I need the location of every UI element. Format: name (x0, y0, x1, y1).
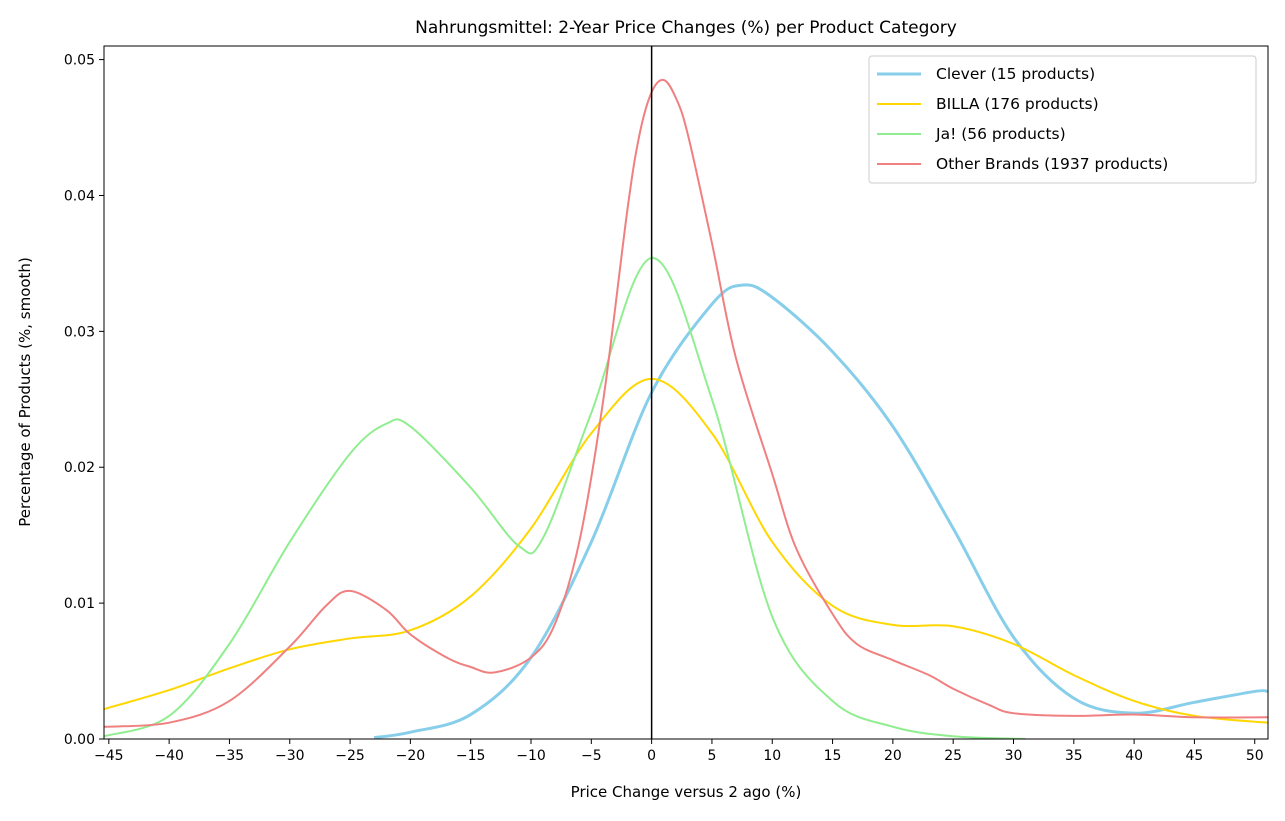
y-tick-label: 0.00 (64, 732, 95, 748)
y-axis-label: Percentage of Products (%, smooth) (16, 257, 34, 527)
x-tick-label: 5 (707, 748, 716, 764)
x-tick-label: 0 (647, 748, 656, 764)
x-tick-label: −40 (154, 748, 184, 764)
legend-box (868, 55, 1257, 184)
x-tick-label: 35 (1065, 748, 1083, 764)
legend-label: Other Brands (1937 products) (936, 155, 1168, 173)
legend-label: Ja! (56 products) (935, 125, 1066, 143)
x-tick-label: −45 (94, 748, 124, 764)
x-tick-label: 30 (1005, 748, 1023, 764)
series-line-2 (104, 256, 1026, 739)
x-tick-label: −5 (581, 748, 602, 764)
y-tick-label: 0.02 (64, 460, 95, 476)
x-tick-label: 10 (763, 748, 781, 764)
series-line-3 (104, 78, 1268, 728)
x-tick-label: 50 (1246, 748, 1264, 764)
x-tick-label: 40 (1125, 748, 1143, 764)
y-tick-label: 0.03 (64, 324, 95, 340)
x-tick-label: −15 (456, 748, 486, 764)
x-tick-label: 15 (824, 748, 842, 764)
x-tick-label: 20 (884, 748, 902, 764)
legend-label: BILLA (176 products) (936, 95, 1099, 113)
x-tick-label: −35 (215, 748, 245, 764)
x-tick-label: −30 (275, 748, 305, 764)
x-axis-label: Price Change versus 2 ago (%) (571, 783, 802, 801)
plot-frame (103, 45, 1269, 740)
legend-label: Clever (15 products) (936, 65, 1095, 83)
x-tick-label: −25 (335, 748, 365, 764)
x-tick-label: −20 (396, 748, 426, 764)
x-tick-label: 45 (1186, 748, 1204, 764)
y-tick-label: 0.05 (64, 53, 95, 69)
chart-title: Nahrungsmittel: 2-Year Price Changes (%)… (415, 18, 957, 38)
x-tick-label: 25 (944, 748, 962, 764)
x-tick-label: −10 (516, 748, 546, 764)
legend: Clever (15 products) BILLA (176 products)… (868, 55, 1257, 184)
y-tick-label: 0.04 (64, 188, 95, 204)
y-tick-label: 0.01 (64, 596, 95, 612)
series-line-1 (104, 377, 1268, 724)
